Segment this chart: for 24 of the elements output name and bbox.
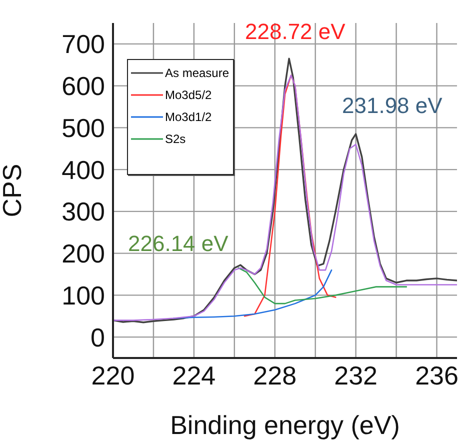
x-tick-label: 228	[253, 360, 297, 390]
y-tick-label: 200	[62, 238, 105, 269]
y-tick-label: 700	[62, 29, 105, 60]
annotation: 226.14 eV	[128, 231, 228, 256]
legend-label: Mo3d1/2	[165, 110, 212, 124]
x-axis-title: Binding energy (eV)	[170, 410, 400, 440]
x-tick-label: 236	[415, 360, 458, 390]
line-series	[173, 269, 332, 319]
x-tick-label: 224	[172, 360, 216, 390]
legend-label: Mo3d5/2	[165, 88, 212, 102]
legend-label: As measure	[165, 66, 230, 80]
y-tick-label: 0	[90, 322, 105, 352]
annotation: 228.72 eV	[245, 19, 346, 44]
x-tick-label: 232	[334, 360, 378, 390]
y-tick-label: 400	[62, 154, 105, 185]
y-tick-label: 600	[62, 71, 105, 102]
legend-label: S2s	[165, 132, 186, 146]
y-tick-label: 300	[62, 196, 105, 227]
y-tick-label: 500	[62, 112, 105, 143]
line-series	[238, 267, 408, 304]
y-axis-title: CPS	[0, 164, 28, 218]
annotation: 231.98 eV	[342, 93, 442, 118]
y-tick-label: 100	[62, 280, 105, 310]
x-tick-label: 220	[91, 360, 135, 390]
